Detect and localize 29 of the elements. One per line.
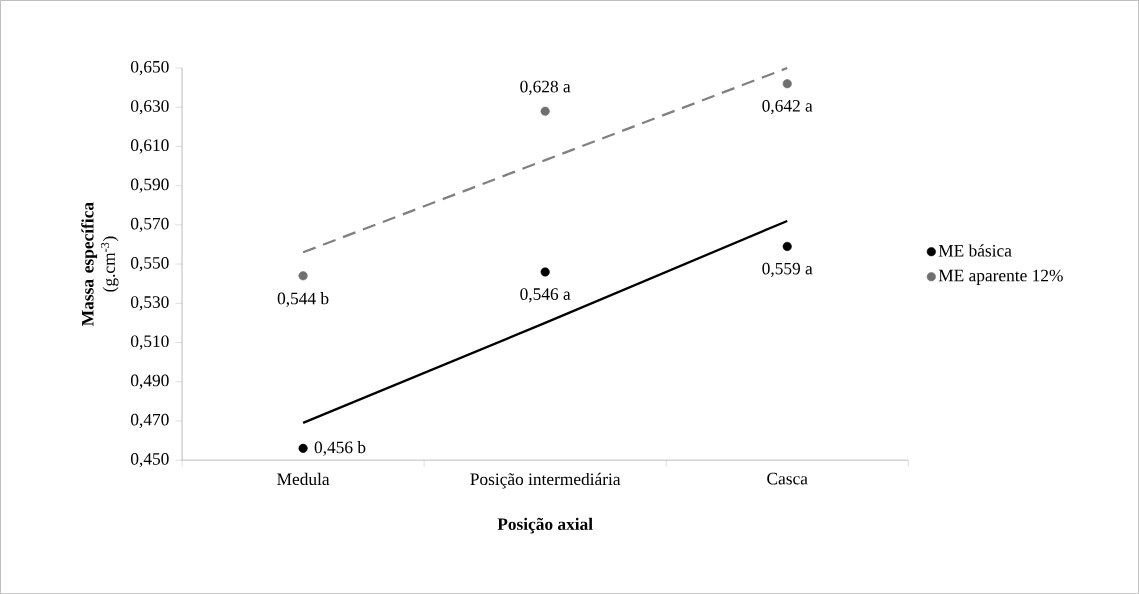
data-label: 0,456 b [314,440,366,456]
data-label: 0,544 b [277,292,329,307]
point [540,106,550,116]
y-tick-label: 0,510 [131,335,169,350]
point [540,267,550,277]
point [298,443,308,453]
point [782,241,792,251]
legend-label: ME aparente 12% [938,269,1063,285]
y-tick-label: 0,530 [131,296,169,311]
legend-label: ME básica [938,244,1012,257]
point [782,79,792,89]
y-tick-label: 0,550 [131,256,169,272]
y-tick-label: 0,450 [131,452,169,468]
data-label: 0,559 a [762,262,813,277]
y-tick-label: 0,650 [131,60,169,76]
data-label: 0,642 a [762,99,813,115]
data-label: 0,628 a [520,80,571,95]
x-tick-label: Medula [277,472,330,485]
y-tick-label: 0,610 [131,139,169,154]
x-axis-title: Posição axial [497,517,593,534]
y-tick-label: 0,490 [131,374,169,389]
y-tick-label: 0,590 [131,178,169,193]
y-tick-label: 0,470 [131,413,169,428]
y-tick-label: 0,570 [131,217,169,232]
x-tick-label: Casca [767,472,808,485]
point [298,271,308,281]
x-tick-label: Posição intermediária [470,472,621,489]
y-tick-label: 0,630 [131,100,169,115]
data-label: 0,546 a [520,288,571,303]
